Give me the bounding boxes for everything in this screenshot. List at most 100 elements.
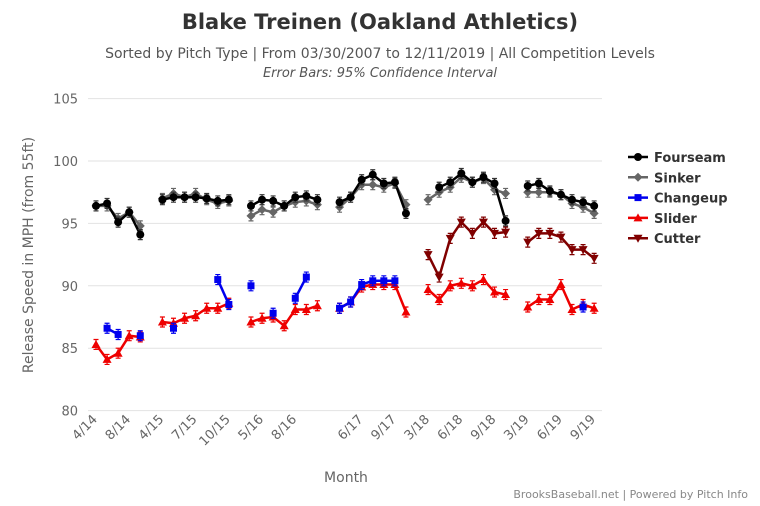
- data-point: [301, 305, 311, 314]
- x-tick-label: 9/19: [568, 412, 599, 443]
- data-point: [390, 178, 399, 187]
- y-tick-label: 85: [61, 342, 78, 357]
- data-point: [379, 179, 388, 188]
- data-point: [158, 195, 167, 204]
- data-point: [246, 201, 255, 210]
- x-axis-title: Month: [324, 470, 368, 486]
- data-point: [257, 313, 267, 322]
- data-point: [202, 303, 212, 312]
- legend-item-fourseam[interactable]: Fourseam: [628, 151, 726, 166]
- data-point: [534, 179, 543, 188]
- legend-item-changeup[interactable]: Changeup: [628, 192, 728, 207]
- x-tick-label: 8/14: [103, 412, 134, 443]
- data-point: [579, 198, 588, 207]
- data-point: [335, 198, 344, 207]
- data-point: [103, 324, 111, 332]
- data-point: [290, 305, 300, 314]
- data-point: [102, 354, 112, 363]
- data-point: [501, 216, 510, 225]
- data-point: [490, 229, 500, 238]
- legend-marker-icon: [634, 153, 642, 161]
- data-point: [391, 277, 399, 285]
- data-point: [125, 208, 134, 217]
- legend-label: Changeup: [654, 192, 728, 207]
- x-tick-label: 4/15: [136, 412, 167, 443]
- data-point: [280, 201, 289, 210]
- data-point: [202, 194, 211, 203]
- data-point: [445, 281, 455, 290]
- data-point: [589, 254, 599, 263]
- data-point: [457, 169, 466, 178]
- legend-marker-icon: [634, 194, 642, 202]
- data-point: [269, 196, 278, 205]
- data-point: [225, 301, 233, 309]
- data-point: [113, 348, 123, 357]
- data-point: [435, 183, 444, 192]
- data-point: [478, 218, 488, 227]
- data-point: [523, 302, 533, 311]
- x-tick-label: 3/18: [402, 412, 433, 443]
- data-point: [523, 187, 533, 197]
- data-point: [124, 331, 134, 340]
- credit-text: BrooksBaseball.net | Powered by Pitch In…: [513, 488, 748, 501]
- legend-item-sinker[interactable]: Sinker: [628, 171, 701, 186]
- data-point: [534, 295, 544, 304]
- data-point: [478, 275, 488, 284]
- data-point: [357, 175, 366, 184]
- chart-subtitle: Sorted by Pitch Type | From 03/30/2007 t…: [105, 46, 655, 62]
- x-tick-label: 9/18: [468, 412, 499, 443]
- legend-item-cutter[interactable]: Cutter: [628, 232, 701, 247]
- data-point: [501, 228, 511, 237]
- data-point: [213, 196, 222, 205]
- x-tick-label: 6/18: [435, 412, 466, 443]
- data-point: [191, 311, 201, 320]
- series-line: [294, 276, 308, 299]
- data-point: [268, 207, 278, 217]
- legend-label: Fourseam: [654, 151, 726, 166]
- data-point: [423, 285, 433, 294]
- legend: Fourseam Sinker Changeup Slider Cutter: [628, 151, 728, 247]
- data-point: [456, 218, 466, 227]
- y-tick-label: 95: [61, 217, 78, 232]
- data-point: [312, 301, 322, 310]
- data-point: [114, 218, 123, 227]
- y-tick-label: 80: [61, 405, 78, 420]
- data-point: [247, 282, 255, 290]
- data-point: [358, 281, 366, 289]
- data-point: [224, 195, 233, 204]
- data-point: [556, 280, 566, 289]
- series-cutter: [423, 216, 599, 283]
- legend-marker-icon: [633, 234, 643, 243]
- data-point: [490, 179, 499, 188]
- data-point: [590, 201, 599, 210]
- data-point: [545, 186, 554, 195]
- data-point: [401, 209, 410, 218]
- data-point: [423, 195, 433, 205]
- data-point: [523, 181, 532, 190]
- data-point: [269, 309, 277, 317]
- data-point: [467, 281, 477, 290]
- data-point: [157, 317, 167, 326]
- series-slider: [91, 273, 599, 366]
- x-tick-label: 3/19: [501, 412, 532, 443]
- data-point: [346, 193, 355, 202]
- data-point: [279, 321, 289, 330]
- data-point: [434, 295, 444, 304]
- y-tick-label: 90: [61, 280, 78, 295]
- data-point: [468, 178, 477, 187]
- y-axis-title: Release Speed in MPH (from 55ft): [21, 137, 37, 373]
- chart-subtitle-error-bars: Error Bars: 95% Confidence Interval: [263, 66, 497, 81]
- data-point: [368, 170, 377, 179]
- plot-area: [91, 167, 599, 366]
- data-point: [136, 230, 145, 239]
- data-point: [545, 295, 555, 304]
- legend-item-slider[interactable]: Slider: [628, 212, 697, 227]
- data-point: [567, 246, 577, 255]
- data-point: [401, 307, 411, 316]
- x-tick-label: 6/19: [535, 412, 566, 443]
- data-point: [191, 193, 200, 202]
- data-point: [258, 195, 267, 204]
- data-point: [91, 339, 101, 348]
